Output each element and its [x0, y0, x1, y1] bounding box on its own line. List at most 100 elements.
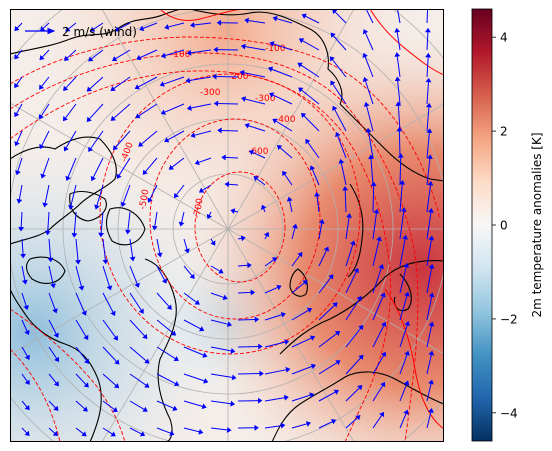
- wind-arrow-shaft: [237, 345, 259, 348]
- wind-arrow-shaft: [276, 18, 293, 24]
- wind-arrow-head: [53, 381, 59, 387]
- wind-arrow-head: [362, 29, 369, 35]
- wind-arrow-shaft: [113, 103, 131, 119]
- wind-arrow-head: [54, 356, 59, 363]
- wind-arrow-shaft: [48, 427, 56, 434]
- wind-arrow-shaft: [156, 265, 166, 281]
- wind-arrow-shaft: [370, 158, 374, 186]
- wind-arrow-shaft: [364, 80, 374, 105]
- wind-arrow-shaft: [89, 76, 104, 90]
- wind-arrow-head: [363, 101, 370, 107]
- wind-arrow-shaft: [21, 346, 28, 357]
- wind-arrow-head: [71, 233, 78, 238]
- contour-label-9: -600: [248, 147, 269, 157]
- wind-arrow-shaft: [21, 292, 27, 307]
- contour-label-3: -200: [228, 72, 249, 82]
- wind-arrow-head: [213, 100, 219, 107]
- wind-arrow-shaft: [318, 249, 328, 267]
- wind-arrow-head: [166, 304, 172, 310]
- wind-arrow-head: [365, 127, 372, 133]
- wind-arrow-shaft: [129, 373, 147, 386]
- wind-arrow-head: [156, 252, 163, 258]
- wind-arrow-shaft: [237, 318, 256, 321]
- wind-arrow-shaft: [345, 387, 360, 402]
- wind-arrow-head: [139, 25, 145, 32]
- wind-arrow-shaft: [183, 292, 197, 303]
- wind-arrow-shaft: [345, 243, 354, 267]
- wind-arrow-shaft: [75, 265, 82, 287]
- wind-arrow-head: [310, 363, 316, 370]
- wind-arrow-head: [404, 291, 410, 297]
- wind-arrow-head: [14, 111, 20, 118]
- coastline-greenland: [10, 258, 177, 442]
- wind-arrow-shaft: [144, 157, 158, 173]
- wind-arrow-shaft: [397, 105, 401, 132]
- wind-arrow-head: [425, 102, 432, 108]
- wind-arrow-head: [396, 126, 403, 132]
- wind-arrow-shaft: [127, 211, 131, 231]
- wind-arrow-head: [427, 408, 434, 414]
- wind-arrow-head: [378, 264, 385, 270]
- wind-arrow-shaft: [244, 46, 266, 51]
- wind-arrow-shaft: [263, 208, 266, 213]
- wind-arrow-head: [280, 311, 286, 318]
- wind-arrow-shaft: [102, 265, 111, 287]
- wind-arrow-shaft: [41, 76, 50, 87]
- wind-arrow-shaft: [48, 346, 58, 360]
- wind-arrow-head: [394, 27, 401, 33]
- wind-arrow-shaft: [201, 184, 212, 191]
- wind-arrow-shaft: [340, 162, 347, 186]
- wind-arrow-shaft: [210, 400, 232, 405]
- wind-arrow-shaft: [345, 327, 362, 348]
- wind-arrow-shaft: [139, 49, 158, 59]
- wind-arrow-head: [161, 278, 168, 284]
- wind-arrow-shaft: [426, 239, 432, 267]
- wind-arrow-shaft: [372, 185, 375, 213]
- wind-arrow-shaft: [18, 184, 23, 200]
- legend-arrow-icon: [25, 27, 56, 35]
- wind-arrow-head: [380, 381, 386, 388]
- wind-arrow-shaft: [426, 56, 429, 78]
- wind-arrow-shaft: [75, 292, 85, 313]
- wind-arrow-head: [174, 380, 180, 387]
- wind-arrow-head: [134, 282, 140, 288]
- map-frame: [10, 9, 444, 442]
- wind-arrow-head: [88, 56, 94, 62]
- wind-arrow-head: [88, 146, 94, 152]
- wind-arrow-shaft: [102, 346, 118, 363]
- coastline-europe: [271, 371, 444, 442]
- wind-arrow-shaft: [334, 108, 347, 132]
- wind-arrow-head: [65, 26, 71, 32]
- wind-arrow-head: [142, 333, 148, 340]
- wind-arrow-shaft: [233, 210, 239, 213]
- wind-arrow-head: [81, 431, 87, 437]
- wind-arrow-shaft: [426, 296, 433, 321]
- wind-arrow-shaft: [399, 324, 408, 348]
- wind-arrow-shaft: [42, 22, 50, 30]
- wind-arrow-head: [276, 284, 282, 291]
- wind-arrow-head: [89, 26, 96, 32]
- wind-arrow-shaft: [156, 346, 176, 360]
- wind-arrow-head: [24, 329, 30, 336]
- wind-arrow-head: [39, 114, 44, 120]
- wind-arrow-head: [50, 283, 56, 289]
- wind-arrow-head: [338, 158, 345, 164]
- wind-arrow-head: [142, 169, 148, 175]
- wind-arrow-shaft: [156, 400, 175, 409]
- wind-arrow-head: [334, 330, 341, 336]
- wind-arrow-head: [102, 259, 109, 265]
- wind-arrow-shaft: [300, 89, 320, 105]
- wind-arrow-head: [112, 406, 118, 412]
- wind-arrow-head: [380, 292, 386, 298]
- wind-arrow-head: [356, 295, 362, 302]
- wind-arrow-head: [212, 73, 217, 80]
- wind-arrow-shaft: [113, 76, 131, 90]
- wind-arrow-head: [244, 122, 250, 129]
- wind-arrow-head: [15, 170, 21, 176]
- wind-arrow-shaft: [318, 332, 338, 348]
- wind-arrow-head: [68, 204, 74, 210]
- wind-arrow-shaft: [129, 292, 142, 311]
- wind-arrow-shaft: [48, 238, 52, 259]
- wind-arrow-head: [332, 105, 338, 111]
- wind-arrow-head: [39, 143, 45, 150]
